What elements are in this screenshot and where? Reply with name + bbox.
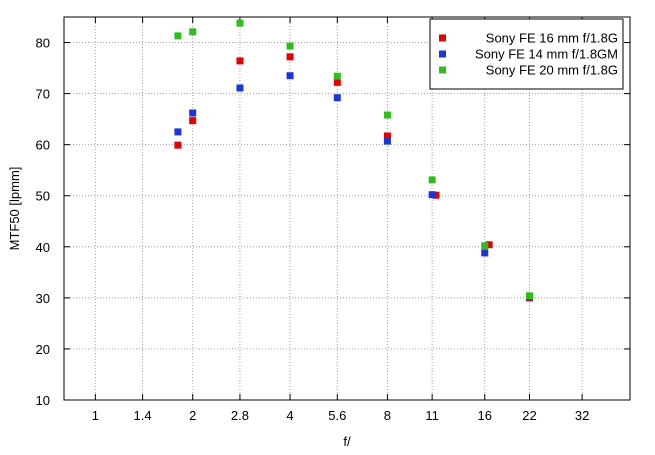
- data-point: [481, 249, 489, 257]
- y-axis-title: MTF50 [lpmm]: [7, 167, 22, 251]
- legend-entry-label: Sony FE 20 mm f/1.8G: [486, 63, 618, 78]
- data-point: [383, 111, 391, 119]
- series-2: [174, 72, 533, 301]
- ticks: 1 1.4 2 2.8 4 5.6 8 11 16 22 32 10 20 30 40 50 60 70 80: [36, 17, 630, 423]
- x-tick-label: 5.6: [328, 408, 346, 423]
- x-tick-label: 32: [575, 408, 589, 423]
- series-3: [174, 19, 533, 300]
- y-tick-label: 50: [36, 189, 50, 204]
- data-point: [333, 94, 341, 102]
- data-point: [428, 191, 436, 199]
- data-point: [333, 72, 341, 80]
- data-point: [189, 109, 197, 117]
- data-point: [286, 53, 294, 61]
- legend-entry-label: Sony FE 16 mm f/1.8G: [486, 31, 618, 46]
- x-tick-label: 11: [425, 408, 439, 423]
- data-point: [481, 242, 489, 250]
- x-tick-label: 8: [384, 408, 391, 423]
- y-tick-label: 20: [36, 342, 50, 357]
- x-tick-label: 2.8: [231, 408, 249, 423]
- data-point: [333, 78, 341, 86]
- data-point: [286, 72, 294, 80]
- y-tick-label: 70: [36, 87, 50, 102]
- y-tick-label: 40: [36, 240, 50, 255]
- legend-entry-label: Sony FE 14 mm f/1.8GM: [475, 47, 618, 62]
- data-point: [174, 128, 182, 136]
- y-tick-label: 60: [36, 138, 50, 153]
- y-tick-label: 30: [36, 291, 50, 306]
- data-point: [189, 117, 197, 125]
- data-point: [236, 19, 244, 27]
- legend-swatch: [439, 66, 446, 74]
- plot-frame: [63, 16, 631, 401]
- x-tick-label: 2: [189, 408, 196, 423]
- data-point: [189, 28, 197, 36]
- legend-swatch: [439, 34, 446, 42]
- series-1: [174, 53, 533, 302]
- legend-box: [429, 18, 624, 90]
- data-point: [383, 132, 391, 140]
- x-axis-title: f/: [343, 434, 351, 449]
- x-tick-label: 22: [522, 408, 536, 423]
- data-point: [286, 42, 294, 50]
- y-tick-label: 80: [36, 36, 50, 51]
- x-tick-label: 1: [92, 408, 99, 423]
- data-point: [485, 241, 493, 249]
- data-point: [174, 32, 182, 40]
- x-tick-label: 16: [478, 408, 492, 423]
- data-point: [236, 84, 244, 92]
- data-point: [174, 141, 182, 149]
- x-tick-label: 1.4: [134, 408, 152, 423]
- data-point: [383, 137, 391, 145]
- data-point: [236, 57, 244, 65]
- data-points: [174, 19, 533, 302]
- data-point: [428, 176, 436, 184]
- data-point: [525, 292, 533, 300]
- data-point: [432, 191, 440, 199]
- y-tick-label: 10: [36, 393, 50, 408]
- x-tick-label: 4: [286, 408, 293, 423]
- legend-swatch: [439, 50, 446, 58]
